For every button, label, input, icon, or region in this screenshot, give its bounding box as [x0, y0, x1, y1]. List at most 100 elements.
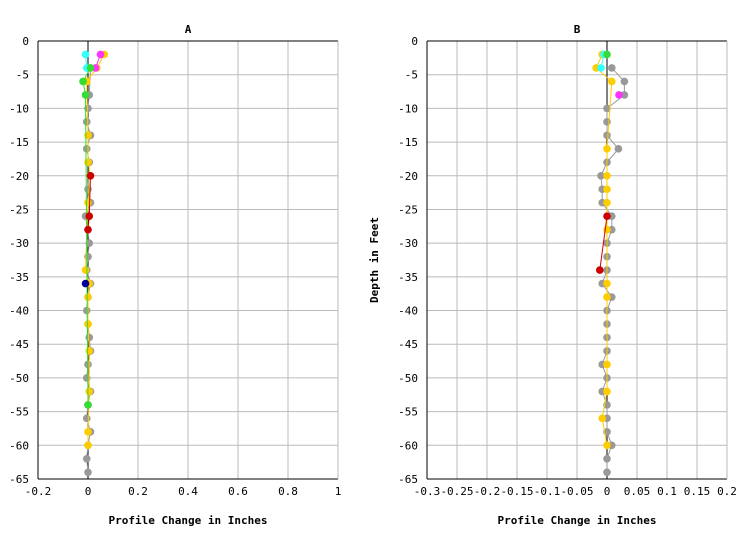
x-tick-label: 0.8	[278, 485, 298, 498]
y-tick-label: -15	[9, 136, 29, 149]
data-point	[84, 428, 92, 436]
y-tick-label: -40	[398, 305, 418, 318]
data-point	[603, 387, 611, 396]
x-tick-label: 0.15	[684, 485, 711, 498]
data-point	[603, 468, 611, 477]
data-point	[84, 225, 92, 234]
y-tick-label: -20	[398, 170, 418, 183]
y-tick-label: -65	[9, 473, 29, 486]
x-tick-label: -0.2	[25, 485, 52, 498]
y-tick-label: -5	[405, 69, 418, 82]
y-axis-label: Depth in Feet	[368, 217, 381, 303]
series-line	[599, 216, 608, 271]
x-tick-label: 0.6	[228, 485, 248, 498]
y-tick-label: -15	[398, 136, 418, 149]
x-tick-label: -0.05	[560, 485, 593, 498]
x-tick-label: -0.2	[474, 485, 501, 498]
y-tick-label: -50	[9, 372, 29, 385]
data-point	[603, 198, 611, 207]
y-tick-label: -30	[398, 237, 418, 250]
y-tick-label: 0	[22, 35, 29, 48]
data-point	[85, 387, 94, 396]
data-point	[82, 454, 91, 463]
data-point	[81, 91, 90, 99]
data-point	[86, 171, 95, 180]
data-point	[96, 50, 105, 59]
y-tick-label: -45	[9, 338, 29, 351]
data-point	[84, 252, 92, 261]
data-point	[603, 454, 611, 463]
data-point	[603, 185, 611, 194]
data-point	[81, 279, 90, 288]
x-axis-label: Profile Change in Inches	[109, 514, 268, 527]
x-axis-label: Profile Change in Inches	[498, 514, 657, 527]
chart-panel-a: -0.2 0 0.2 0.4 0.6 0.8 1 0 -5 -10 -15 -20 -25 -30 -35 -…	[9, 23, 341, 527]
data-point	[82, 374, 91, 382]
data-point	[81, 50, 90, 59]
y-tick-label: -35	[9, 271, 29, 284]
y-tick-label: -25	[398, 203, 418, 216]
data-point	[84, 293, 92, 301]
y-tick-label: -60	[9, 439, 29, 452]
x-tick-label: -0.3	[414, 485, 441, 498]
data-point	[82, 145, 91, 153]
data-point	[84, 468, 92, 477]
chart-title: A	[185, 23, 192, 36]
data-point	[603, 171, 611, 180]
data-point	[608, 77, 616, 86]
data-point	[603, 50, 611, 59]
x-tick-label: 0.1	[657, 485, 677, 498]
data-point	[603, 104, 611, 113]
data-point	[620, 91, 629, 99]
data-point	[84, 158, 92, 167]
x-tick-label: 0.2	[128, 485, 148, 498]
y-tick-label: -45	[398, 338, 418, 351]
data-point	[603, 131, 611, 140]
y-tick-label: -30	[9, 237, 29, 250]
x-tick-label: 0.05	[624, 485, 651, 498]
x-tick-label: 1	[335, 485, 342, 498]
data-point	[603, 212, 611, 220]
data-point	[614, 145, 623, 153]
data-point	[598, 414, 606, 423]
data-point	[603, 360, 611, 369]
data-point	[86, 64, 95, 72]
data-point	[85, 212, 94, 220]
data-point	[603, 225, 611, 234]
y-tick-label: -60	[398, 439, 418, 452]
y-tick-label: -55	[9, 406, 29, 419]
y-tick-label: -65	[398, 473, 418, 486]
y-tick-label: -55	[398, 406, 418, 419]
y-tick-label: -50	[398, 372, 418, 385]
x-tick-label: 0	[85, 485, 92, 498]
y-tick-label: -40	[9, 305, 29, 318]
data-point	[85, 333, 94, 342]
data-point	[603, 293, 611, 301]
data-point	[82, 118, 91, 126]
data-point	[85, 239, 94, 247]
y-tick-label: -25	[9, 203, 29, 216]
chart-panel-b: -0.3 -0.25 -0.2 -0.15 -0.1 -0.05 0 0.05 0.1 0.15 0…	[368, 23, 737, 527]
data-point	[84, 198, 92, 207]
data-point	[603, 279, 611, 288]
y-tick-label: 0	[411, 35, 418, 48]
y-tick-label: -20	[9, 170, 29, 183]
data-point	[596, 266, 604, 274]
series-line	[82, 67, 91, 405]
data-point	[597, 64, 605, 72]
x-tick-label: 0.2	[717, 485, 737, 498]
data-point	[603, 441, 611, 450]
x-tick-label: 0	[604, 485, 611, 498]
data-point	[82, 414, 91, 423]
data-point	[84, 320, 92, 328]
y-tick-label: -10	[398, 102, 418, 115]
data-point	[84, 441, 92, 450]
data-point	[608, 64, 616, 72]
x-tick-label: -0.15	[500, 485, 533, 498]
data-point	[84, 401, 92, 409]
data-point	[79, 77, 87, 86]
x-tick-label: -0.1	[534, 485, 561, 498]
data-point	[85, 347, 94, 355]
data-point	[597, 171, 605, 180]
